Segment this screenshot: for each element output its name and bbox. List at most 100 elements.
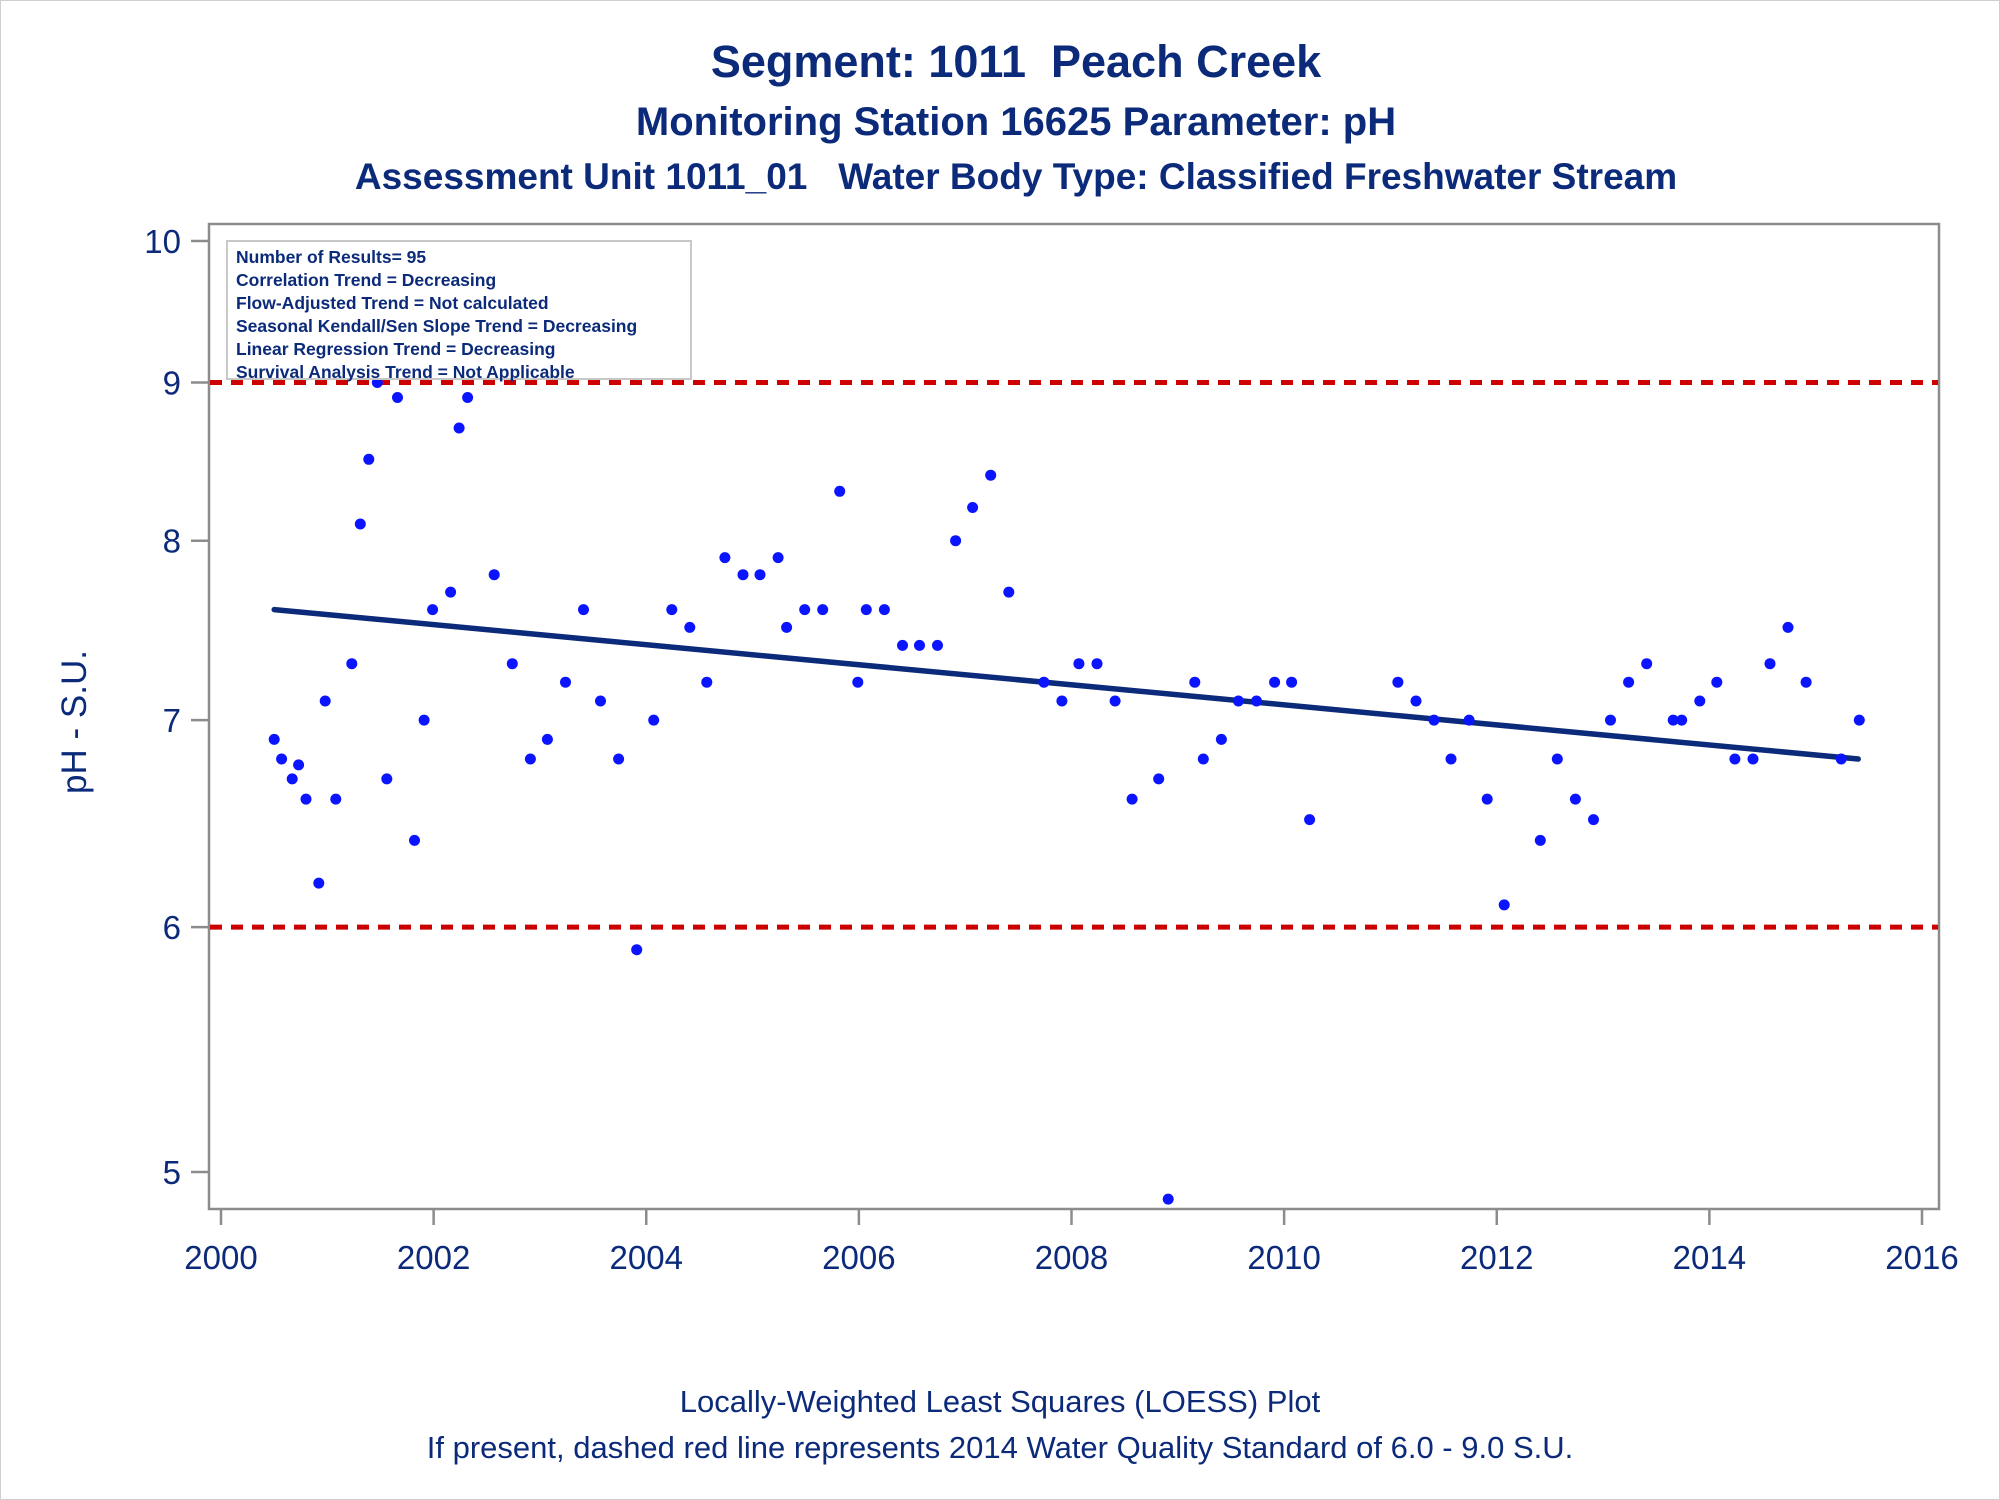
data-point <box>286 773 298 785</box>
data-point <box>781 621 793 633</box>
x-axis: 2000 2002 2004 2006 2008 2010 2012 2014 2016 <box>184 1209 1959 1276</box>
data-point <box>1782 621 1794 633</box>
data-point <box>1073 658 1085 670</box>
stat-correlation-trend: Correlation Trend = Decreasing <box>236 270 497 290</box>
stat-flow-adjusted-trend: Flow-Adjusted Trend = Not calculated <box>236 293 549 313</box>
plot-area-border <box>207 222 1941 1211</box>
x-tick-label-2012: 2012 <box>1460 1239 1533 1276</box>
chart-title: Segment: 1011 Peach Creek <box>710 36 1322 87</box>
y-tick-label-7: 7 <box>163 702 181 739</box>
data-point <box>392 392 403 403</box>
data-point <box>1667 714 1679 726</box>
trend-statistics-box: Number of Results= 95 Correlation Trend … <box>226 240 692 382</box>
data-point <box>631 944 643 956</box>
data-point <box>418 714 430 726</box>
stat-number-of-results: Number of Results= 95 <box>236 247 427 267</box>
data-point <box>932 639 943 651</box>
footnote-loess: Locally-Weighted Least Squares (LOESS) P… <box>679 1384 1321 1419</box>
data-point <box>914 639 925 651</box>
data-point <box>701 676 713 688</box>
data-point <box>541 733 553 745</box>
data-point <box>1445 753 1457 765</box>
data-point <box>1038 676 1050 688</box>
y-tick-label-10: 10 <box>144 223 181 260</box>
data-point <box>313 877 325 889</box>
data-point <box>1109 695 1121 707</box>
data-point <box>1764 658 1776 670</box>
data-point <box>595 695 606 707</box>
data-point <box>445 586 457 598</box>
data-point <box>1428 714 1440 726</box>
x-tick-label-2010: 2010 <box>1247 1239 1320 1276</box>
data-point <box>1623 676 1635 688</box>
data-point <box>1605 714 1616 726</box>
y-tick-label-6: 6 <box>163 909 181 946</box>
data-points <box>268 249 1865 1205</box>
data-point <box>524 753 536 765</box>
data-point <box>737 569 749 581</box>
data-point <box>330 793 342 805</box>
data-point <box>1676 714 1688 726</box>
y-axis-label: pH - S.U. <box>55 650 94 794</box>
data-point <box>462 392 474 403</box>
data-point <box>1711 676 1723 688</box>
y-axis: 5 6 7 8 9 10 <box>144 223 209 1191</box>
data-point <box>488 569 500 581</box>
x-tick-label-2014: 2014 <box>1673 1239 1746 1276</box>
y-tick-label-9: 9 <box>163 365 181 402</box>
data-point <box>1747 753 1759 765</box>
data-point <box>1126 793 1138 805</box>
data-point <box>578 604 589 616</box>
data-point <box>1588 814 1599 826</box>
loess-curve <box>271 606 1861 762</box>
stat-seasonal-kendall-trend: Seasonal Kendall/Sen Slope Trend = Decre… <box>236 316 638 336</box>
x-tick-label-2000: 2000 <box>184 1239 257 1276</box>
data-point <box>834 485 846 497</box>
data-point <box>817 604 829 616</box>
data-point <box>1800 676 1812 688</box>
data-point <box>363 453 375 465</box>
data-point <box>1463 714 1475 726</box>
data-point <box>1729 753 1741 765</box>
data-point <box>1056 695 1068 707</box>
data-point <box>860 604 872 616</box>
data-point <box>799 604 811 616</box>
data-point <box>897 639 908 651</box>
data-point <box>967 502 979 513</box>
data-point <box>985 469 997 481</box>
stat-survival-analysis-trend: Survival Analysis Trend = Not Applicable <box>236 362 575 382</box>
data-point <box>684 621 696 633</box>
data-point <box>1091 658 1103 670</box>
data-point <box>1162 1193 1174 1205</box>
data-point <box>719 552 731 564</box>
data-point <box>381 773 393 785</box>
data-point <box>1197 753 1209 765</box>
data-point <box>1835 753 1847 765</box>
standard-lines <box>210 380 1938 930</box>
data-point <box>1153 773 1165 785</box>
data-point <box>878 604 890 616</box>
y-tick-label-8: 8 <box>163 523 181 560</box>
data-point <box>1003 586 1015 598</box>
data-point <box>1189 676 1201 688</box>
data-point <box>1304 814 1316 826</box>
data-point <box>409 834 420 846</box>
data-point <box>852 676 864 688</box>
data-point <box>1853 714 1865 726</box>
data-point <box>754 569 766 581</box>
x-tick-label-2016: 2016 <box>1885 1239 1958 1276</box>
data-point <box>560 676 571 688</box>
y-tick-label-5: 5 <box>163 1154 181 1191</box>
data-point <box>1251 695 1262 707</box>
data-point <box>506 658 518 670</box>
chart-subtitle-station: Monitoring Station 16625 Parameter: pH <box>635 100 1397 144</box>
data-point <box>1269 676 1281 688</box>
data-point <box>293 759 305 771</box>
data-point <box>1498 899 1510 911</box>
data-point <box>276 753 288 765</box>
x-tick-label-2006: 2006 <box>822 1239 895 1276</box>
loess-line <box>271 606 1861 762</box>
data-point <box>1641 658 1653 670</box>
data-point <box>1286 676 1298 688</box>
